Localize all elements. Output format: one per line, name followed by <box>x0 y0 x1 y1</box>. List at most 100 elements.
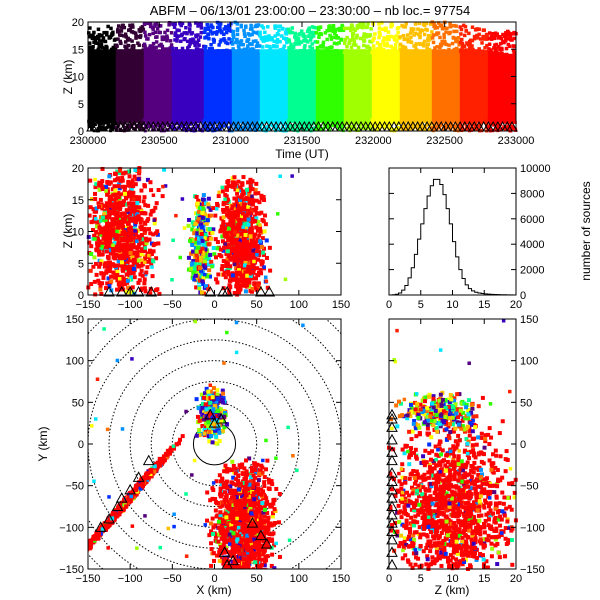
source-point <box>87 45 92 49</box>
source-point <box>257 200 262 205</box>
source-point <box>475 36 480 40</box>
source-point <box>198 35 203 39</box>
source-point <box>248 177 253 182</box>
source-point <box>318 50 323 54</box>
source-point <box>225 212 230 217</box>
time-height-band <box>315 49 321 123</box>
source-point <box>231 219 236 224</box>
source-point <box>310 51 314 55</box>
source-point <box>261 219 266 224</box>
time-height-band <box>371 49 377 123</box>
source-point <box>135 215 140 220</box>
source-point <box>358 118 362 122</box>
source-point <box>114 216 119 221</box>
time-height-band <box>435 49 441 123</box>
source-point <box>255 252 259 257</box>
source-point <box>131 25 135 29</box>
source-point <box>504 52 509 57</box>
source-point <box>173 31 178 35</box>
source-point <box>498 34 502 39</box>
source-point <box>126 36 130 41</box>
source-point <box>441 126 445 130</box>
source-point <box>163 184 168 188</box>
source-point <box>284 49 289 53</box>
source-point <box>338 121 342 125</box>
source-point <box>203 44 208 49</box>
time-height-band <box>267 49 273 123</box>
source-point <box>489 37 494 41</box>
source-point <box>233 247 238 252</box>
source-point <box>472 34 477 39</box>
source-point <box>99 204 104 209</box>
source-point <box>130 255 135 260</box>
source-point <box>133 229 137 233</box>
source-point <box>500 51 504 55</box>
source-point <box>378 123 382 127</box>
source-point <box>499 36 504 41</box>
source-point <box>178 120 182 124</box>
source-point <box>162 35 167 39</box>
source-point <box>171 118 175 122</box>
source-point <box>376 47 381 51</box>
source-point <box>210 32 214 36</box>
source-point <box>239 120 243 124</box>
source-point <box>249 238 254 243</box>
time-height-band <box>431 49 437 123</box>
source-point <box>347 40 352 45</box>
source-point <box>134 260 139 265</box>
source-point <box>234 281 239 286</box>
source-point <box>122 187 127 192</box>
source-point <box>364 25 369 30</box>
source-point <box>461 128 465 132</box>
source-point <box>106 122 110 126</box>
source-point <box>303 43 307 48</box>
source-point <box>124 258 129 263</box>
source-point <box>214 51 218 55</box>
source-point <box>217 252 222 257</box>
source-point <box>204 232 208 237</box>
source-point <box>142 22 147 27</box>
source-point <box>158 118 162 122</box>
source-point <box>91 33 95 38</box>
source-point <box>149 261 154 266</box>
source-point <box>199 30 204 35</box>
source-point <box>286 128 290 132</box>
source-point <box>190 220 195 225</box>
source-point <box>137 278 142 283</box>
source-point <box>103 239 108 244</box>
source-point <box>253 219 258 224</box>
source-point <box>444 123 448 127</box>
source-point <box>122 250 127 255</box>
source-point <box>169 31 174 35</box>
source-point <box>136 177 141 182</box>
source-point <box>380 123 384 127</box>
source-point <box>206 204 211 209</box>
source-point <box>277 48 281 52</box>
source-point <box>216 127 220 131</box>
source-point <box>162 167 167 172</box>
source-point <box>200 48 205 53</box>
source-point <box>272 44 276 48</box>
source-point <box>118 229 123 234</box>
source-point <box>256 118 260 122</box>
source-point <box>227 37 231 41</box>
source-point <box>220 49 225 53</box>
source-point <box>448 21 452 26</box>
source-point <box>102 211 107 216</box>
source-point <box>427 127 431 131</box>
time-height-band <box>203 49 209 123</box>
source-point <box>100 281 105 286</box>
source-point <box>470 44 474 48</box>
source-point <box>403 25 408 29</box>
source-point <box>245 47 249 51</box>
source-point <box>446 122 450 126</box>
source-point <box>208 252 213 257</box>
source-point <box>163 47 167 51</box>
source-point <box>229 119 233 123</box>
source-point <box>253 256 258 261</box>
source-point <box>128 211 133 216</box>
source-point <box>214 277 219 282</box>
source-point <box>373 32 377 36</box>
source-point <box>210 119 214 123</box>
source-point <box>226 238 231 243</box>
